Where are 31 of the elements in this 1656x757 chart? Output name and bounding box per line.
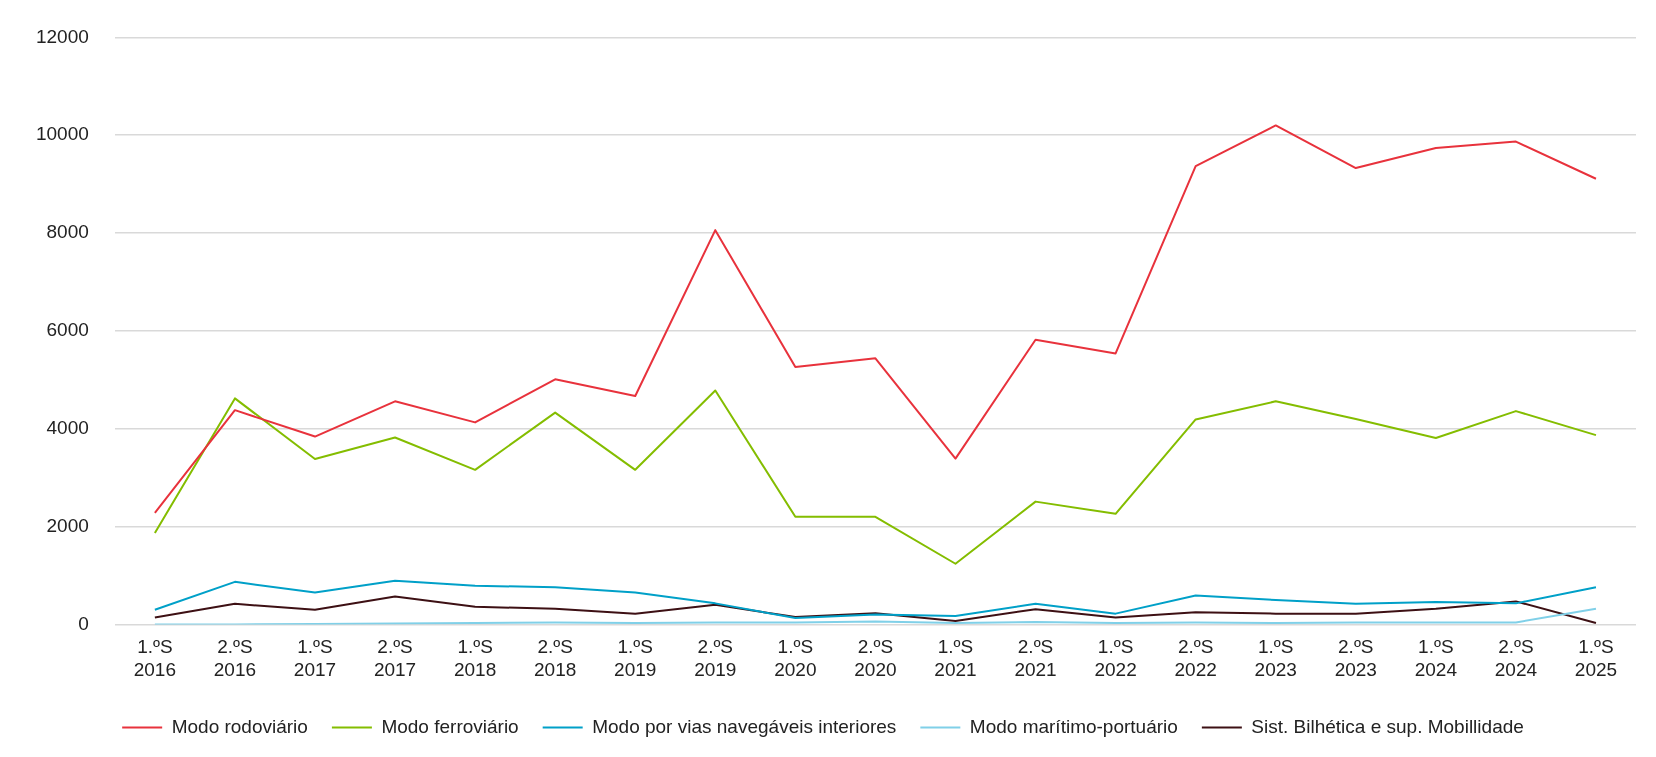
x-tick-label: 2.ºS 2021: [1014, 636, 1057, 680]
y-tick-label: 0: [78, 612, 89, 634]
legend-label: Modo ferroviário: [381, 715, 519, 737]
y-tick-label: 10000: [35, 123, 89, 145]
x-tick-label: 2.ºS 2018: [534, 636, 577, 680]
x-tick-label: 2.ºS 2022: [1174, 636, 1217, 680]
y-tick-label: 8000: [46, 221, 89, 243]
x-tick-label: 1.ºS 2016: [133, 636, 177, 680]
x-tick-label: 1.ºS 2022: [1094, 636, 1137, 680]
y-tick-label: 4000: [46, 416, 89, 438]
x-tick-label: 2.ºS 2019: [694, 636, 737, 680]
legend-label: Modo por vias navegáveis interiores: [592, 715, 897, 737]
x-tick-label: 1.ºS 2021: [934, 636, 977, 680]
y-tick-label: 6000: [46, 319, 89, 341]
legend-label: Modo rodoviário: [171, 715, 308, 737]
x-tick-label: 2.ºS 2023: [1334, 636, 1377, 680]
x-tick-label: 1.ºS 2017: [293, 636, 337, 680]
x-tick-label: 1.ºS 2025: [1574, 636, 1618, 680]
x-tick-label: 2.ºS 2016: [213, 636, 257, 680]
legend-label: Modo marítimo-portuário: [969, 715, 1178, 737]
x-tick-label: 1.ºS 2023: [1254, 636, 1297, 680]
legend-label: Sist. Bilhética e sup. Mobillidade: [1251, 715, 1524, 737]
x-tick-label: 1.ºS 2020: [774, 636, 817, 680]
x-tick-label: 2.ºS 2020: [854, 636, 897, 680]
y-tick-label: 12000: [35, 25, 89, 47]
x-tick-label: 1.ºS 2018: [453, 636, 497, 680]
x-tick-label: 1.ºS 2019: [614, 636, 657, 680]
x-tick-label: 2.ºS 2017: [373, 636, 417, 680]
y-tick-label: 2000: [46, 514, 89, 536]
x-tick-label: 1.ºS 2024: [1414, 636, 1458, 680]
x-tick-label: 2.ºS 2024: [1494, 636, 1538, 680]
